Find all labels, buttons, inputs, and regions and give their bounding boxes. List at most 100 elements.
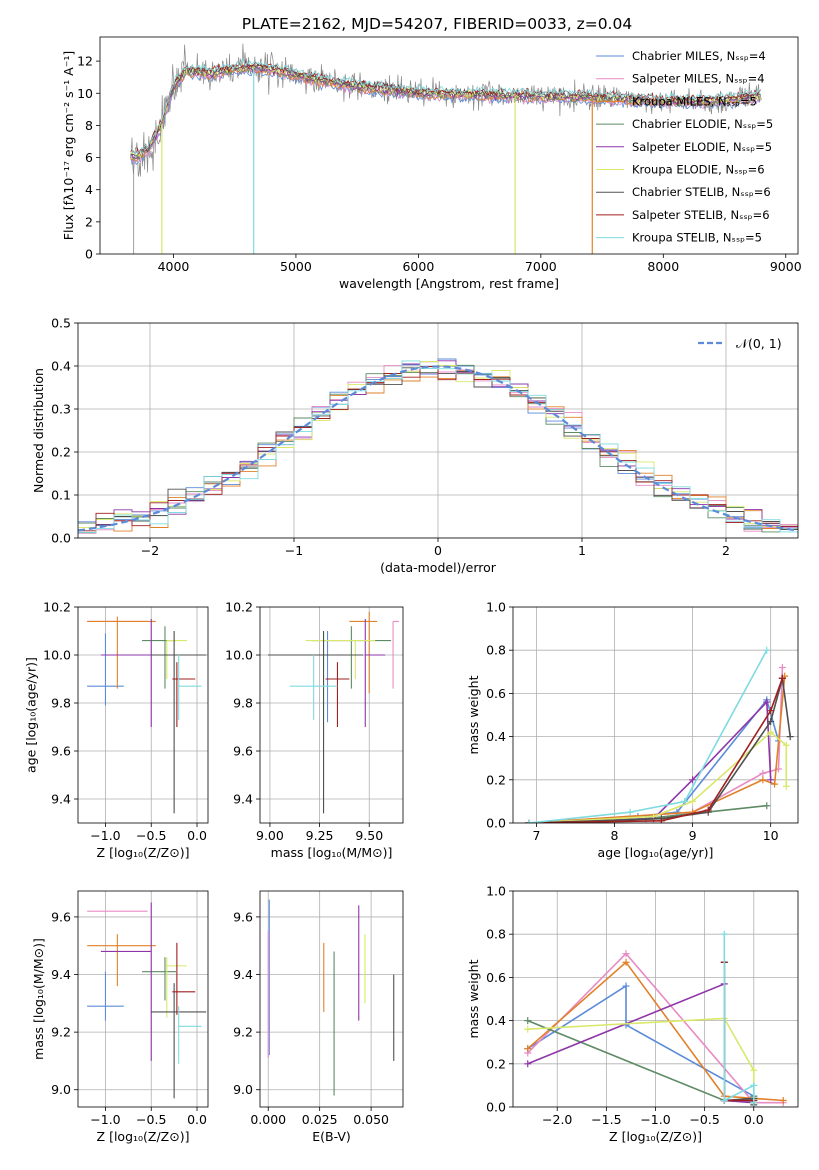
error-bar [392, 620, 400, 689]
x-tick-label: 0.0 [187, 828, 207, 843]
y-axis-label: age [log₁₀(age/yr)] [24, 657, 39, 773]
data-point [763, 646, 771, 654]
data-point [689, 776, 697, 784]
y-tick-label: 9.4 [51, 967, 71, 982]
x-tick-label: 9000 [770, 259, 802, 274]
mass-weight-line [527, 984, 755, 1103]
model-spectrum [130, 57, 761, 155]
legend-label: 𝒩(0, 1) [736, 336, 782, 351]
legend-label: Salpeter ELODIE, Nₛₛₚ=5 [632, 140, 772, 154]
panel-mass-weight-vs-age: 7 8 9 10 0.0 0.2 0.4 0.6 0.8 1.0 age [log₁₀(age/yr… [466, 600, 799, 860]
mass-weight-line [528, 700, 772, 823]
mass-weight-line [527, 982, 754, 1104]
data-point [525, 819, 533, 823]
x-axis-label: Z [log₁₀(Z/Z⊙)] [609, 1129, 702, 1144]
y-tick-label: 10.0 [43, 648, 71, 663]
panel-mass-vs-ebv: 0.000 0.025 0.050 9.0 9.2 9.4 9.6 E(B-V) [233, 890, 404, 1144]
y-tick-label: 0.2 [486, 772, 506, 787]
x-axis-label: age [log₁₀(age/yr)] [598, 845, 714, 860]
y-tick-label: 0.1 [51, 488, 71, 503]
x-tick-label: −0.5 [136, 1112, 166, 1127]
y-tick-label: 0.3 [51, 402, 71, 417]
error-bar [172, 662, 196, 727]
y-tick-label: 4 [85, 182, 93, 197]
y-tick-label: 10.2 [43, 600, 71, 615]
x-axis-label: E(B-V) [312, 1129, 351, 1144]
data-point [524, 1025, 532, 1033]
error-bar [100, 619, 152, 727]
x-tick-label: 7 [532, 828, 540, 843]
x-tick-label: 1 [578, 543, 586, 558]
error-bar [100, 902, 152, 1061]
x-tick-label: 7000 [525, 259, 557, 274]
axes-frame [259, 890, 404, 1108]
y-tick-label: 0.2 [486, 1056, 506, 1071]
legend-label: Salpeter MILES, Nₛₛₚ=4 [632, 72, 765, 86]
panel-mass-weight-vs-Z: −2.0 −1.5 −1.0 −0.5 0.0 0.0 0.2 0.4 0.6 0.8 1.0 Z [… [466, 884, 799, 1144]
y-tick-label: 9.6 [233, 909, 253, 924]
x-tick-label: 9.00 [256, 828, 284, 843]
x-tick-label: 0.000 [250, 1112, 286, 1127]
plot-area [260, 607, 403, 823]
error-bar [178, 1006, 202, 1064]
data-point [622, 958, 630, 966]
y-tick-label: 10 [77, 86, 93, 101]
data-point [720, 930, 728, 938]
error-bar [87, 616, 156, 689]
y-tick-label: 9.0 [51, 1082, 71, 1097]
data-point [673, 808, 681, 816]
plot-area [260, 891, 403, 1107]
y-axis-label: mass weight [466, 959, 481, 1038]
model-spectrum [130, 68, 761, 166]
y-tick-label: 0.0 [51, 531, 71, 546]
y-tick-label: 6 [85, 150, 93, 165]
x-axis-label: Z [log₁₀(Z/Z⊙)] [97, 1129, 190, 1144]
x-tick-label: 10 [763, 828, 779, 843]
x-tick-label: 5000 [280, 259, 312, 274]
x-tick-label: 0.025 [302, 1112, 338, 1127]
y-tick-label: 0.4 [486, 729, 506, 744]
residual-histogram [78, 360, 798, 534]
error-bar [172, 942, 196, 1015]
x-tick-label: −0.5 [136, 828, 166, 843]
data-point [720, 1097, 728, 1105]
data-point [524, 1017, 532, 1025]
y-tick-label: 0.8 [486, 643, 506, 658]
error-bar [178, 655, 202, 720]
mass-weight-line [528, 649, 768, 823]
x-tick-label: 4000 [158, 259, 190, 274]
axes-frame [99, 36, 799, 255]
error-bar [87, 934, 156, 987]
data-point [750, 1081, 758, 1089]
y-tick-label: 9.2 [233, 1025, 253, 1040]
y-tick-label: 0 [85, 247, 93, 262]
data-point [626, 808, 634, 816]
panel-age-vs-Z: −1.0 −0.5 0.0 9.4 9.6 9.8 10.0 10.2 Z [log₁₀(Z/Z… [24, 600, 209, 860]
y-tick-label: 2 [85, 214, 93, 229]
y-axis-label: Flux [fλ10⁻¹⁷ erg cm⁻² s⁻¹ A⁻¹] [61, 51, 76, 240]
data-point [524, 1045, 532, 1053]
data-point [767, 728, 775, 736]
model-spectrum [130, 65, 761, 161]
x-tick-label: −1 [285, 543, 303, 558]
x-tick-label: −1.5 [591, 1112, 621, 1127]
mass-weight-line [528, 698, 780, 823]
mass-weight-line [723, 962, 755, 1105]
y-tick-label: 12 [77, 54, 93, 69]
y-tick-label: 9.0 [233, 1082, 253, 1097]
axes-frame [259, 606, 404, 824]
figure-title: PLATE=2162, MJD=54207, FIBERID=0033, z=0… [242, 15, 632, 33]
error-bar [305, 640, 376, 679]
y-tick-label: 9.6 [233, 744, 253, 759]
data-point [622, 950, 630, 958]
data-point [782, 741, 790, 749]
error-bar [142, 957, 176, 1001]
y-tick-label: 9.2 [51, 1025, 71, 1040]
y-tick-label: 9.4 [233, 967, 253, 982]
x-tick-label: 9 [689, 828, 697, 843]
y-tick-label: 8 [85, 118, 93, 133]
axes-frame [77, 890, 209, 1108]
axes-frame [512, 890, 799, 1108]
data-point [704, 806, 712, 814]
